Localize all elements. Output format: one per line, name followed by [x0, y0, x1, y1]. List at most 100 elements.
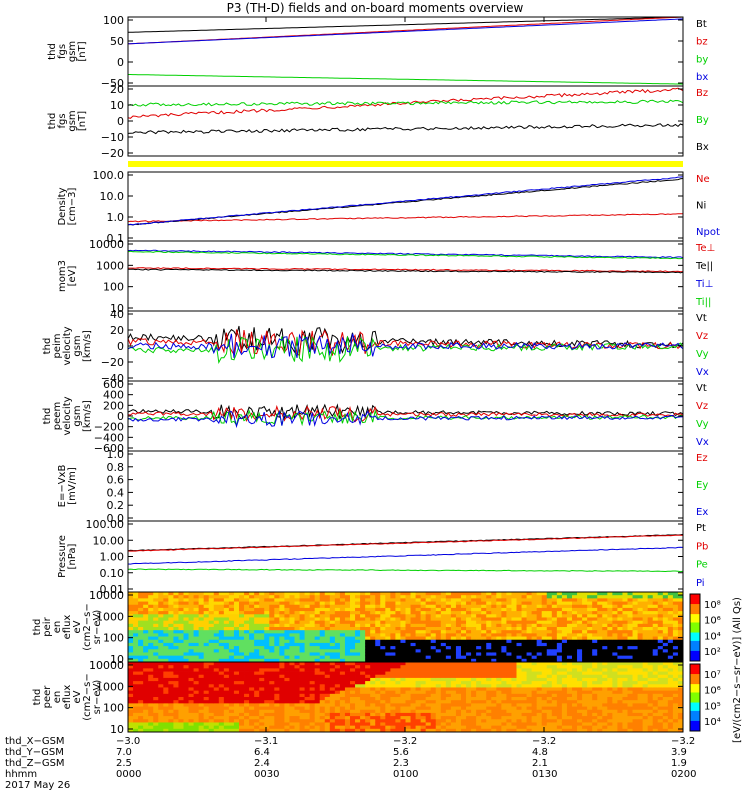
heat-cell: [158, 728, 164, 733]
heat-cell: [450, 716, 457, 720]
heat-cell: [284, 646, 290, 650]
heat-cell: [546, 595, 553, 599]
heat-cell: [536, 681, 543, 685]
heat-cell: [566, 690, 573, 695]
heat-cell: [561, 693, 568, 698]
heat-cell: [334, 595, 341, 599]
series-bx: [127, 18, 684, 45]
heat-cell: [259, 662, 265, 666]
heat-cell: [319, 709, 326, 714]
heat-cell: [612, 687, 618, 692]
heat-cell: [163, 668, 169, 672]
heat-cell: [597, 693, 603, 698]
heat-cell: [602, 703, 608, 707]
heat-cell: [269, 703, 275, 707]
heat-cell: [213, 684, 220, 688]
heat-cell: [592, 716, 598, 720]
heat-cell: [148, 639, 154, 644]
heat-cell: [324, 677, 331, 682]
heat-cell: [556, 709, 563, 714]
heat-cell: [269, 674, 275, 679]
heat-cell: [360, 722, 366, 727]
heat-cell: [148, 709, 154, 714]
heat-cell: [521, 607, 527, 612]
heat-cell: [249, 614, 255, 618]
heat-cell: [677, 658, 684, 663]
heat-cell: [183, 719, 189, 723]
heat-cell: [506, 617, 512, 622]
heat-cell: [652, 614, 659, 618]
heat-cell: [450, 633, 457, 637]
heat-cell: [183, 623, 189, 628]
heat-cell: [531, 598, 538, 602]
panel-peir-eflux: thd peir en eflux eV (cm2−s− sr−eV): [32, 591, 684, 663]
heat-cell: [501, 668, 507, 672]
heat-cell: [360, 687, 366, 692]
heat-cell: [193, 592, 200, 596]
heat-cell: [289, 642, 295, 647]
heat-cell: [324, 627, 331, 631]
heat-cell: [294, 697, 300, 701]
heat-cell: [536, 614, 543, 618]
heat-cell: [168, 671, 174, 676]
heat-cell: [329, 709, 336, 714]
heat-cell: [561, 604, 568, 609]
heat-cell: [228, 681, 235, 685]
heat-cell: [587, 677, 593, 682]
y-axis-label: E=−VxB: [57, 465, 68, 508]
heat-cell: [254, 607, 260, 612]
heat-cell: [410, 633, 416, 637]
heat-cell: [410, 697, 416, 701]
heat-cell: [481, 725, 487, 730]
heat-cell: [647, 658, 654, 663]
heat-cell: [178, 636, 184, 641]
heat-cell: [617, 627, 623, 631]
heat-cell: [450, 598, 457, 602]
heat-cell: [380, 652, 386, 657]
heat-cell: [602, 649, 608, 653]
heat-cell: [294, 611, 300, 615]
heat-cell: [198, 636, 205, 641]
series-Te||: [127, 268, 684, 274]
heat-cell: [309, 614, 316, 618]
heat-cell: [254, 712, 260, 717]
heat-cell: [531, 719, 538, 723]
heat-cell: [203, 617, 210, 622]
heat-cell: [450, 620, 457, 625]
heat-cell: [592, 719, 598, 723]
chart-title: P3 (TH-D) fields and on-board moments ov…: [226, 1, 524, 15]
heat-cell: [435, 671, 442, 676]
heat-cell: [289, 607, 295, 612]
heat-cell: [556, 655, 563, 660]
heat-cell: [481, 690, 487, 695]
heat-cell: [193, 649, 200, 653]
heat-cell: [667, 614, 674, 618]
heat-cell: [183, 716, 189, 720]
heat-cell: [334, 665, 341, 669]
heat-cell: [617, 617, 623, 622]
heat-cell: [511, 677, 517, 682]
heat-cell: [365, 671, 371, 676]
heat-cell: [526, 677, 533, 682]
heat-cell: [314, 627, 321, 631]
heat-cell: [592, 655, 598, 660]
heat-cell: [360, 607, 366, 612]
heat-cell: [133, 604, 139, 609]
heat-cell: [188, 598, 194, 602]
heat-cell: [501, 687, 507, 692]
heat-cell: [128, 690, 134, 695]
heat-cell: [551, 662, 558, 666]
heat-cell: [506, 697, 512, 701]
heat-cell: [148, 649, 154, 653]
heat-cell: [440, 665, 447, 669]
heat-cell: [228, 617, 235, 622]
heat-cell: [239, 684, 245, 688]
heat-cell: [223, 697, 230, 701]
heat-cell: [627, 595, 633, 599]
heat-cell: [264, 639, 270, 644]
heat-cell: [657, 617, 664, 622]
series-Ti⊥: [127, 249, 684, 259]
heat-cell: [455, 728, 462, 733]
heat-cell: [213, 662, 220, 666]
heat-cell: [450, 681, 457, 685]
